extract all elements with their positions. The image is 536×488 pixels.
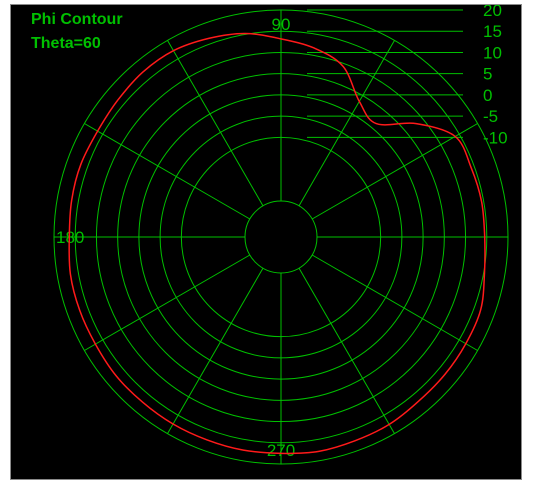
grid-spoke [84,123,251,220]
grid-spoke [311,254,478,351]
chart-title: Phi Contour [31,11,123,28]
polar-chart: 20 15 10 5 0 -5 -10 90 180 270 Phi Contour Theta… [10,4,522,480]
grid-spoke [298,40,395,207]
radial-tick-label: 20 [483,5,502,20]
angle-label: 270 [267,441,295,460]
angle-label: 90 [272,15,291,34]
grid-spoke [167,40,264,207]
grid-spoke [167,267,264,434]
chart-subtitle: Theta=60 [31,35,101,52]
radial-tick-label: 10 [483,43,502,62]
radial-tick-label: -5 [483,107,498,126]
radial-tick-label: -10 [483,128,508,147]
radial-tick-label: 5 [483,65,492,84]
grid-ring [244,200,318,274]
series-line [68,32,486,455]
grid-spoke [311,123,478,220]
radial-tick-label: 15 [483,22,502,41]
grid-spoke [84,254,251,351]
polar-chart-svg: 20 15 10 5 0 -5 -10 90 180 270 Phi Contour Theta… [31,5,509,465]
radial-tick-label: 0 [483,86,492,105]
angle-label: 180 [56,228,84,247]
grid-spoke [298,267,395,434]
